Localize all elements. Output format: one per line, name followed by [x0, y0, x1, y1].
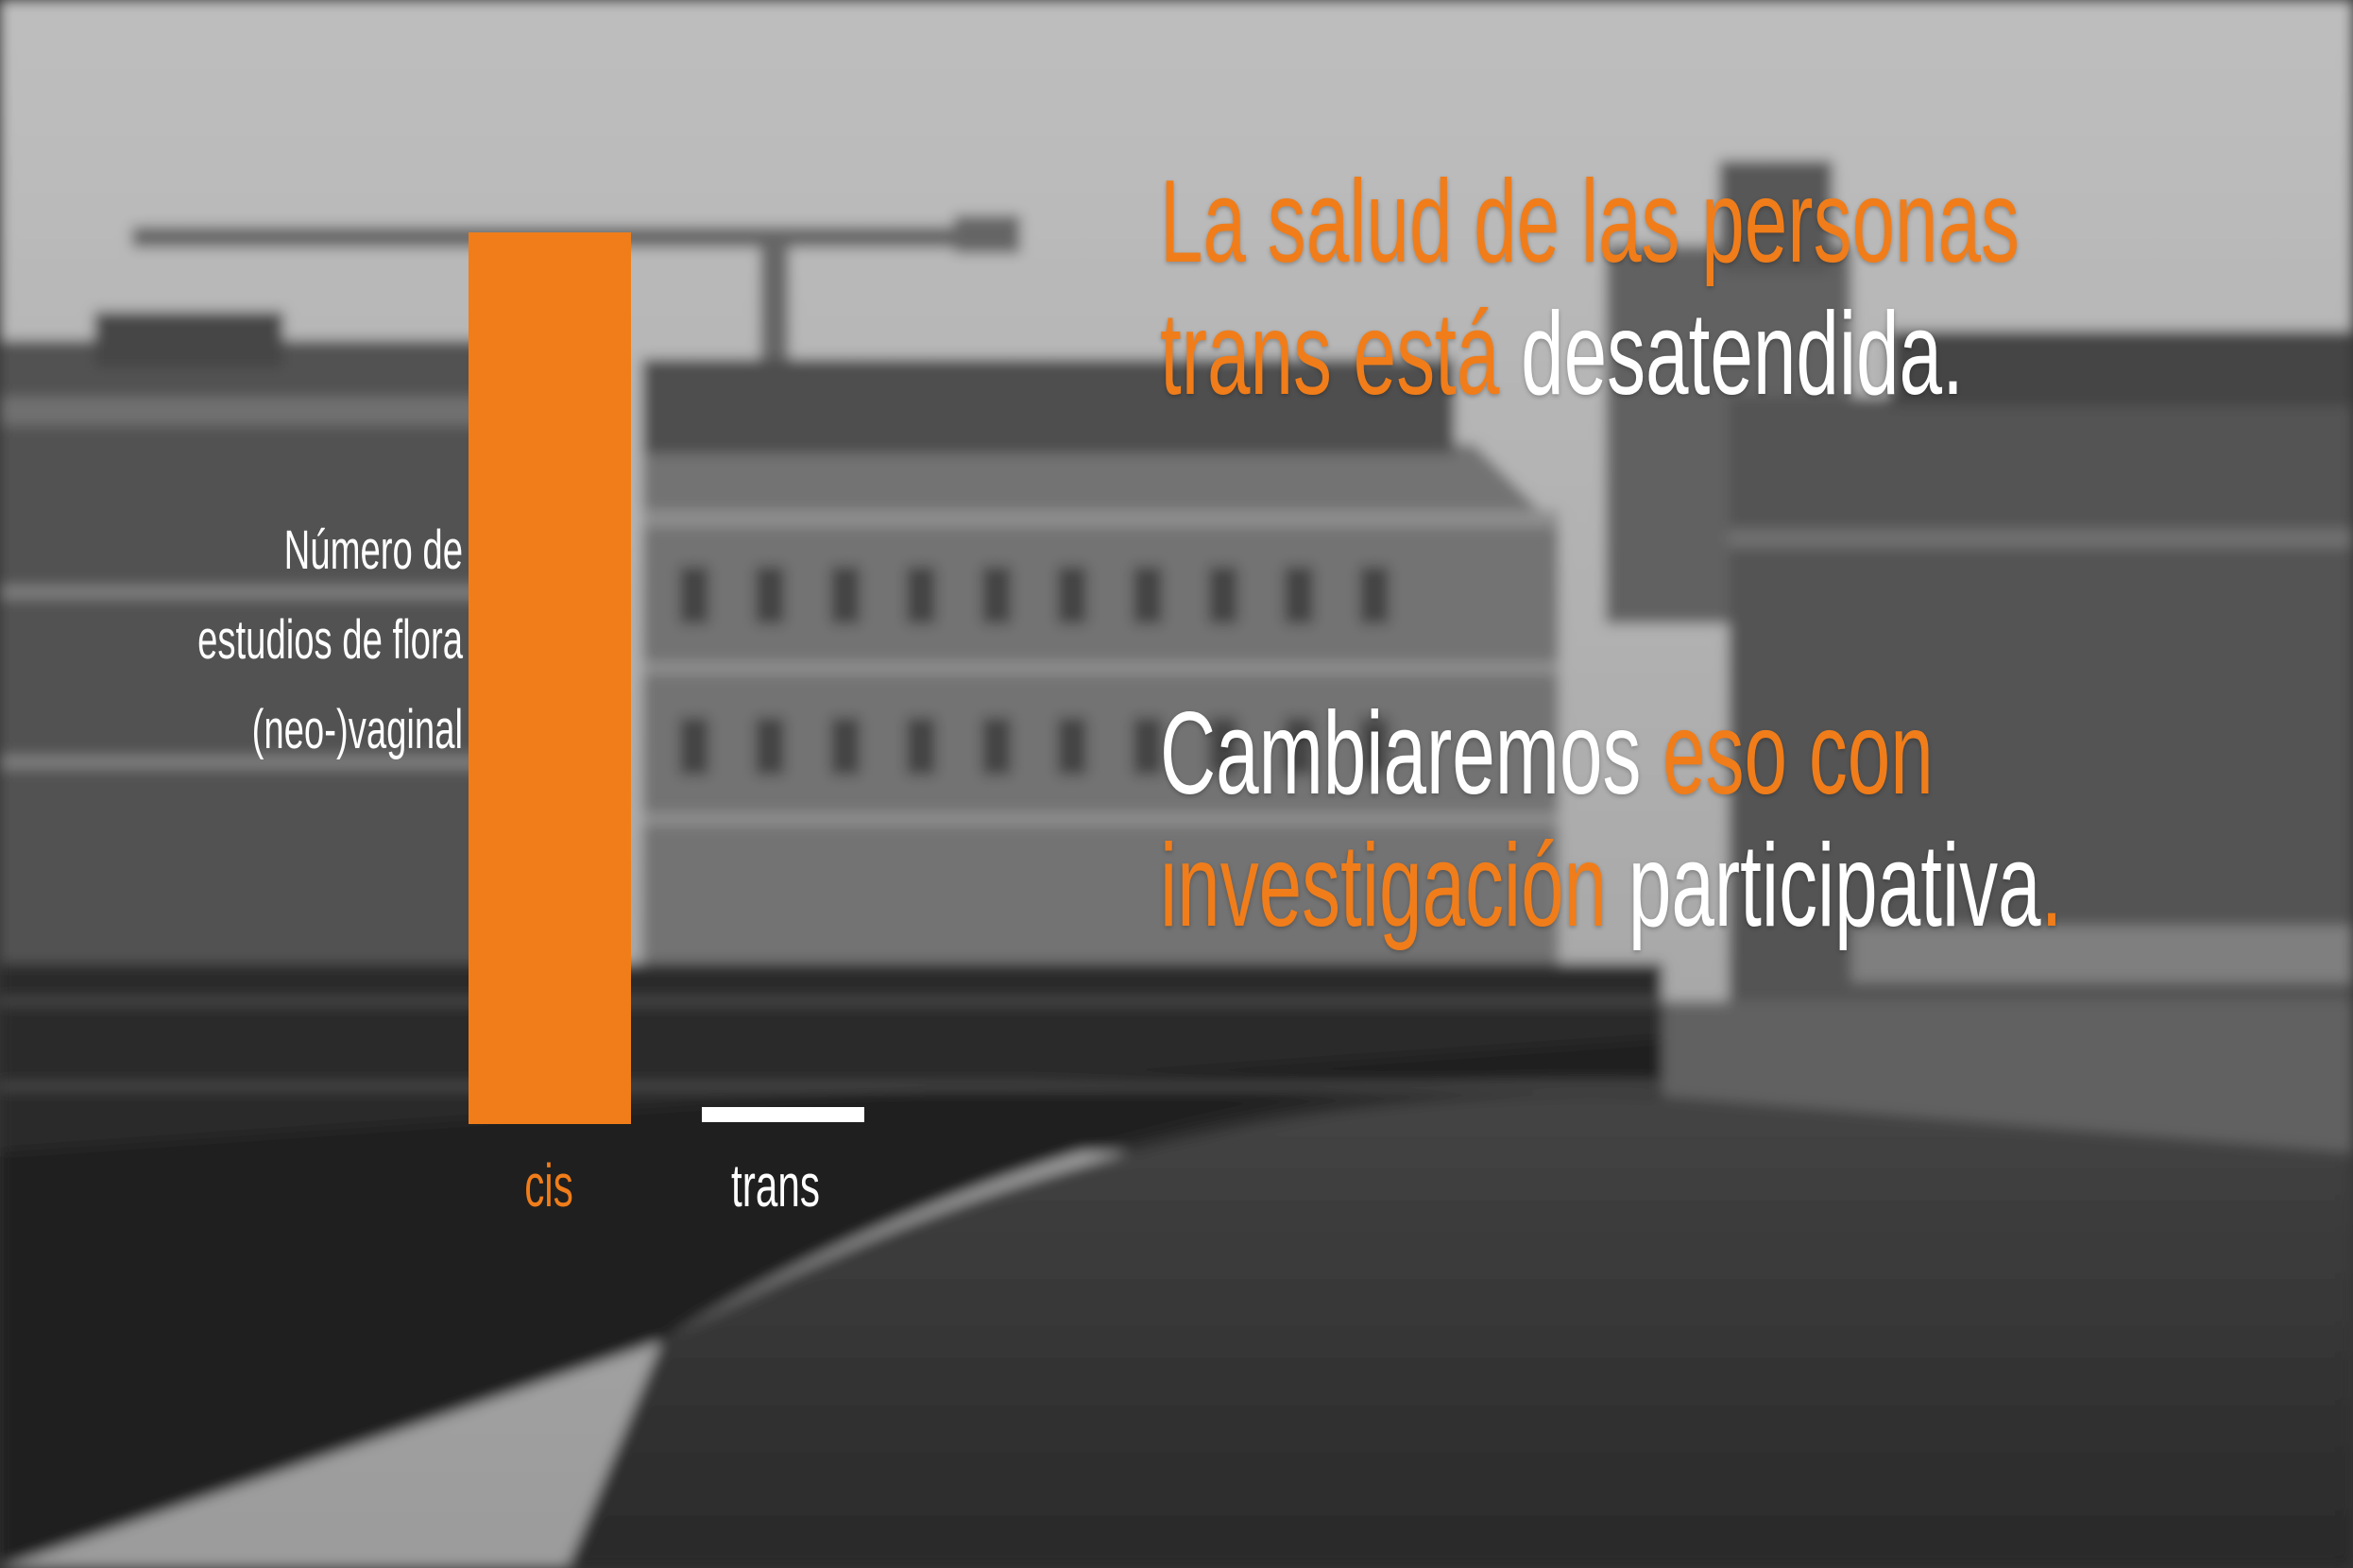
headline-1-seg-0: La salud de las personas: [1160, 157, 2020, 287]
headline-2-seg-1: eso con: [1662, 689, 1934, 819]
headline-2-seg-3: participativa: [1628, 821, 2041, 951]
headline-2-seg-0: Cambiaremos: [1160, 689, 1663, 819]
bar-trans: [702, 1107, 864, 1122]
headline-2-seg-2: investigación: [1160, 821, 1628, 951]
y-axis-label-line-1: Número de: [283, 520, 463, 581]
headline-1-line-2: trans está desatendida.: [1160, 288, 2020, 420]
bar-cis: [469, 232, 631, 1124]
headline-1-seg-2: desatendida.: [1521, 289, 1964, 419]
headline-2-line-1: Cambiaremos eso con: [1160, 688, 2062, 820]
bar-chart: [469, 232, 864, 1124]
category-label-cis: cis: [524, 1151, 573, 1219]
headline-1-line-1: La salud de las personas: [1160, 156, 2020, 288]
left-buildings: [0, 312, 491, 982]
y-axis-label: Número de estudios de flora (neo-)vagina…: [45, 505, 463, 775]
y-axis-label-line-2: estudios de flora: [197, 609, 463, 671]
center-building: [642, 359, 1559, 1001]
right-buildings: [1606, 161, 2353, 1001]
category-label-trans: trans: [731, 1151, 820, 1219]
headline-2-seg-4: .: [2040, 821, 2063, 951]
y-axis-label-line-3: (neo-)vaginal: [251, 699, 463, 760]
headline-participatory: Cambiaremos eso con investigación partic…: [1160, 688, 2062, 952]
headline-1-seg-1: trans está: [1160, 289, 1522, 419]
headline-2-line-2: investigación participativa.: [1160, 820, 2062, 952]
headline-neglect: La salud de las personas trans está desa…: [1160, 156, 2020, 420]
